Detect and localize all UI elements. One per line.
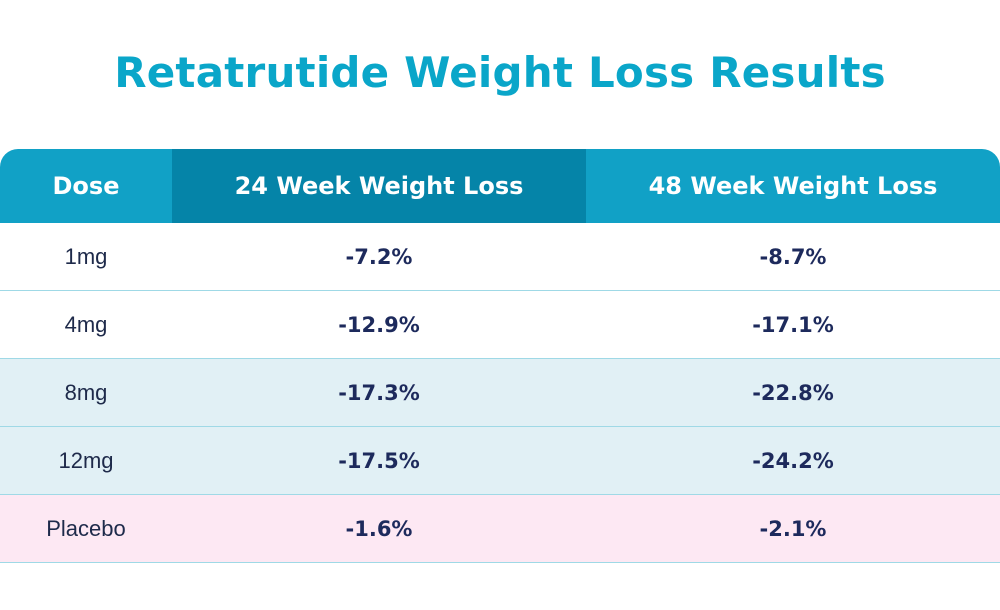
table-row: 1mg -7.2% -8.7% xyxy=(0,223,1000,291)
page-title: Retatrutide Weight Loss Results xyxy=(114,48,886,97)
week24-cell: -17.5% xyxy=(338,448,420,473)
week24-cell: -1.6% xyxy=(345,516,413,541)
week24-cell: -17.3% xyxy=(338,380,420,405)
results-table: Dose 24 Week Weight Loss 48 Week Weight … xyxy=(0,149,1000,563)
table-row: 4mg -12.9% -17.1% xyxy=(0,291,1000,359)
week24-cell: -12.9% xyxy=(338,312,420,337)
header-48-week: 48 Week Weight Loss xyxy=(648,172,938,200)
header-24-week: 24 Week Weight Loss xyxy=(172,149,586,223)
dose-cell: 8mg xyxy=(64,379,108,405)
table-row: 8mg -17.3% -22.8% xyxy=(0,359,1000,427)
week48-cell: -17.1% xyxy=(752,312,834,337)
week48-cell: -8.7% xyxy=(759,244,827,269)
week48-cell: -22.8% xyxy=(752,380,834,405)
table-header: Dose 24 Week Weight Loss 48 Week Weight … xyxy=(0,149,1000,223)
table-row: 12mg -17.5% -24.2% xyxy=(0,427,1000,495)
dose-cell: 1mg xyxy=(64,243,108,269)
header-dose: Dose xyxy=(52,172,120,200)
week48-cell: -2.1% xyxy=(759,516,827,541)
table-row-placebo: Placebo -1.6% -2.1% xyxy=(0,495,1000,563)
week24-cell: -7.2% xyxy=(345,244,413,269)
week48-cell: -24.2% xyxy=(752,448,834,473)
dose-cell: 12mg xyxy=(58,447,114,473)
dose-cell: 4mg xyxy=(64,311,108,337)
dose-cell: Placebo xyxy=(46,515,126,541)
